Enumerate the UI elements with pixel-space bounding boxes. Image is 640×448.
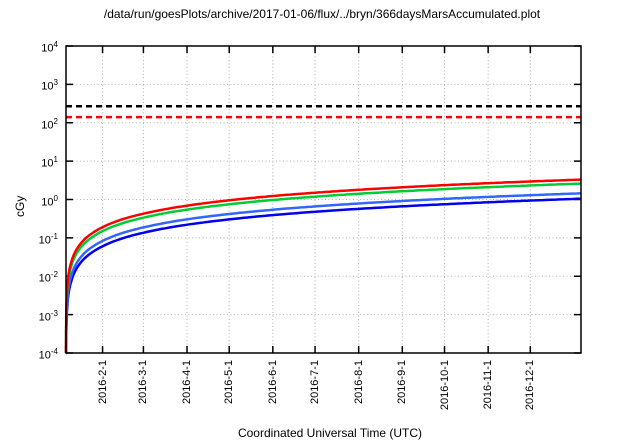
x-tick-label: 2016-12-1 xyxy=(524,360,537,411)
x-tick-label: 2016-11-1 xyxy=(482,360,495,410)
x-tick-label: 2016-4-1 xyxy=(181,360,194,405)
x-tick-label: 2016-10-1 xyxy=(438,360,451,411)
y-tick-label: 10-4 xyxy=(38,347,58,362)
x-tick-label: 2016-3-1 xyxy=(137,360,150,405)
accumulated-dose-green-curve xyxy=(64,182,582,354)
y-tick-label: 101 xyxy=(41,155,58,170)
x-axis-label: Coordinated Universal Time (UTC) xyxy=(237,426,423,440)
y-tick-label: 102 xyxy=(41,116,58,132)
x-tick-label: 2016-6-1 xyxy=(266,360,279,405)
y-tick-label: 103 xyxy=(41,78,58,94)
y-tick-label: 10-1 xyxy=(38,231,58,247)
accumulated-dose-red-curve xyxy=(64,178,582,355)
plot-title: /data/run/goesPlots/archive/2017-01-06/f… xyxy=(103,7,541,21)
y-tick-label: 10-3 xyxy=(38,308,58,324)
x-tick-label: 2016-8-1 xyxy=(352,360,365,405)
x-tick-label: 2016-2-1 xyxy=(96,360,109,405)
x-tick-label: 2016-9-1 xyxy=(396,360,409,405)
y-tick-label: 10-2 xyxy=(38,270,58,285)
x-tick-label: 2016-5-1 xyxy=(223,360,236,405)
plot-border xyxy=(65,45,582,354)
y-tick-label: 100 xyxy=(41,193,58,209)
x-tick-label: 2016-7-1 xyxy=(309,360,322,405)
y-tick-label: 104 xyxy=(41,40,58,55)
